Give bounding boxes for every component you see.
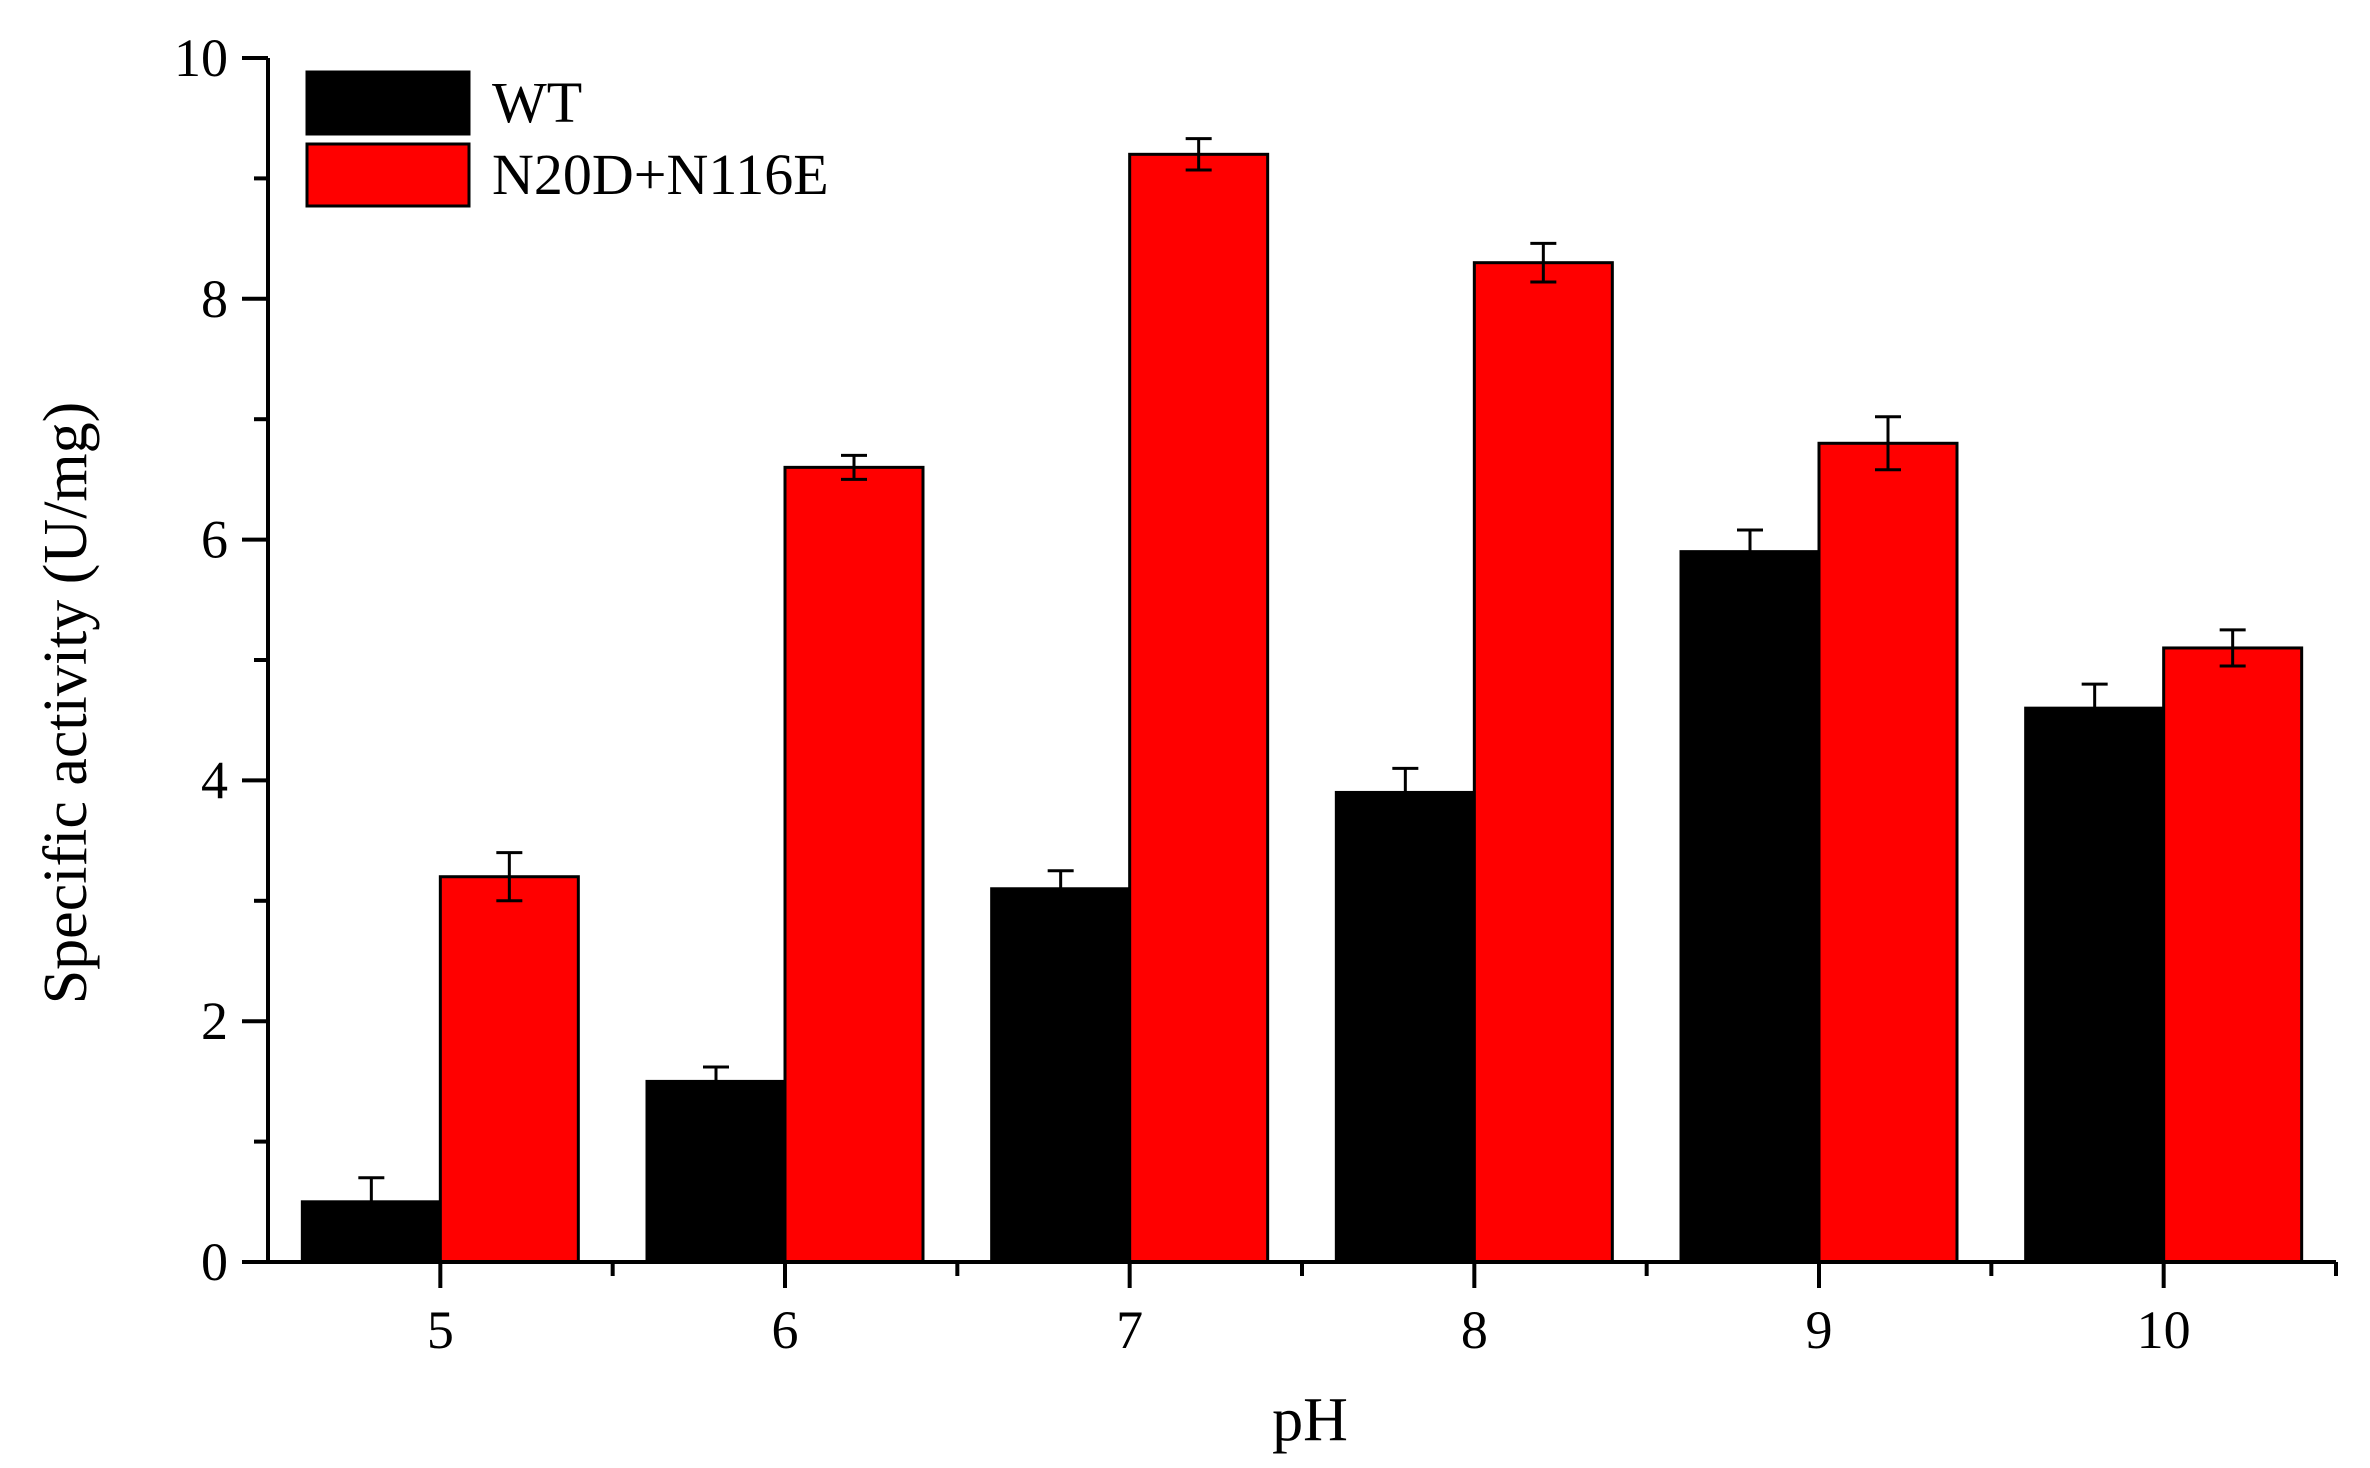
bar-wt-6 <box>645 1079 787 1264</box>
legend: WT N20D+N116E <box>305 70 829 208</box>
axes-layer: 0 2 4 6 8 10 5 6 7 8 9 10 <box>174 28 2338 1360</box>
legend-swatch-mutant <box>305 142 471 208</box>
y-tick-label: 2 <box>201 991 228 1051</box>
legend-swatch-wt <box>305 70 471 136</box>
error-bar-mutant-8 <box>1530 241 1557 284</box>
error-bar-mutant-9 <box>1875 415 1901 472</box>
legend-label-mutant: N20D+N116E <box>492 142 829 207</box>
error-bar-wt-7 <box>1047 869 1074 909</box>
y-tick-label: 6 <box>201 510 228 570</box>
error-bar-wt-9 <box>1737 528 1763 575</box>
error-bar-mutant-7 <box>1185 137 1212 172</box>
x-tick-label: 10 <box>2137 1300 2191 1360</box>
x-tick-label: 9 <box>1806 1300 1833 1360</box>
error-bar-wt-10 <box>2081 682 2108 734</box>
error-bar-wt-5 <box>358 1176 385 1228</box>
x-axis-label: pH <box>1272 1386 1348 1454</box>
bars-layer <box>300 152 2304 1264</box>
bar-mutant-9 <box>1817 441 1959 1264</box>
x-tick-label: 8 <box>1461 1300 1488 1360</box>
error-bar-wt-6 <box>703 1065 729 1098</box>
y-tick-label: 4 <box>201 750 228 810</box>
legend-label-wt: WT <box>492 70 582 135</box>
error-bar-mutant-6 <box>841 453 867 481</box>
y-tick-label: 8 <box>201 269 228 329</box>
y-axis-label: Specific activity (U/mg) <box>32 402 100 1005</box>
error-bars-layer <box>358 137 2246 1228</box>
bar-wt-7 <box>990 887 1132 1264</box>
error-bar-wt-8 <box>1392 766 1419 819</box>
bar-mutant-10 <box>2162 646 2304 1264</box>
x-tick-label: 7 <box>1116 1300 1143 1360</box>
bar-wt-9 <box>1679 550 1821 1264</box>
error-bar-mutant-5 <box>496 851 523 903</box>
bar-mutant-6 <box>783 465 925 1264</box>
y-tick-label: 10 <box>174 28 228 88</box>
error-bar-mutant-10 <box>2219 628 2246 668</box>
x-tick-label: 5 <box>427 1300 454 1360</box>
bar-mutant-7 <box>1128 152 1270 1264</box>
bar-mutant-5 <box>438 875 580 1264</box>
bar-mutant-8 <box>1472 261 1614 1264</box>
bar-wt-8 <box>1334 790 1476 1264</box>
y-tick-label: 0 <box>201 1232 228 1292</box>
bar-wt-10 <box>2024 706 2166 1264</box>
x-tick-label: 6 <box>772 1300 799 1360</box>
